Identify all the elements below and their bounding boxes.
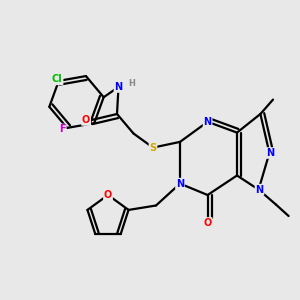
- Text: N: N: [203, 117, 212, 127]
- Text: O: O: [104, 190, 112, 200]
- Text: N: N: [176, 178, 184, 189]
- Text: H: H: [129, 79, 135, 88]
- Text: N: N: [255, 184, 264, 195]
- Text: F: F: [59, 124, 66, 134]
- Text: O: O: [82, 115, 90, 125]
- Text: O: O: [203, 218, 212, 228]
- Text: N: N: [266, 148, 275, 158]
- Text: N: N: [114, 82, 123, 92]
- Text: S: S: [149, 142, 157, 153]
- Text: Cl: Cl: [52, 74, 63, 84]
